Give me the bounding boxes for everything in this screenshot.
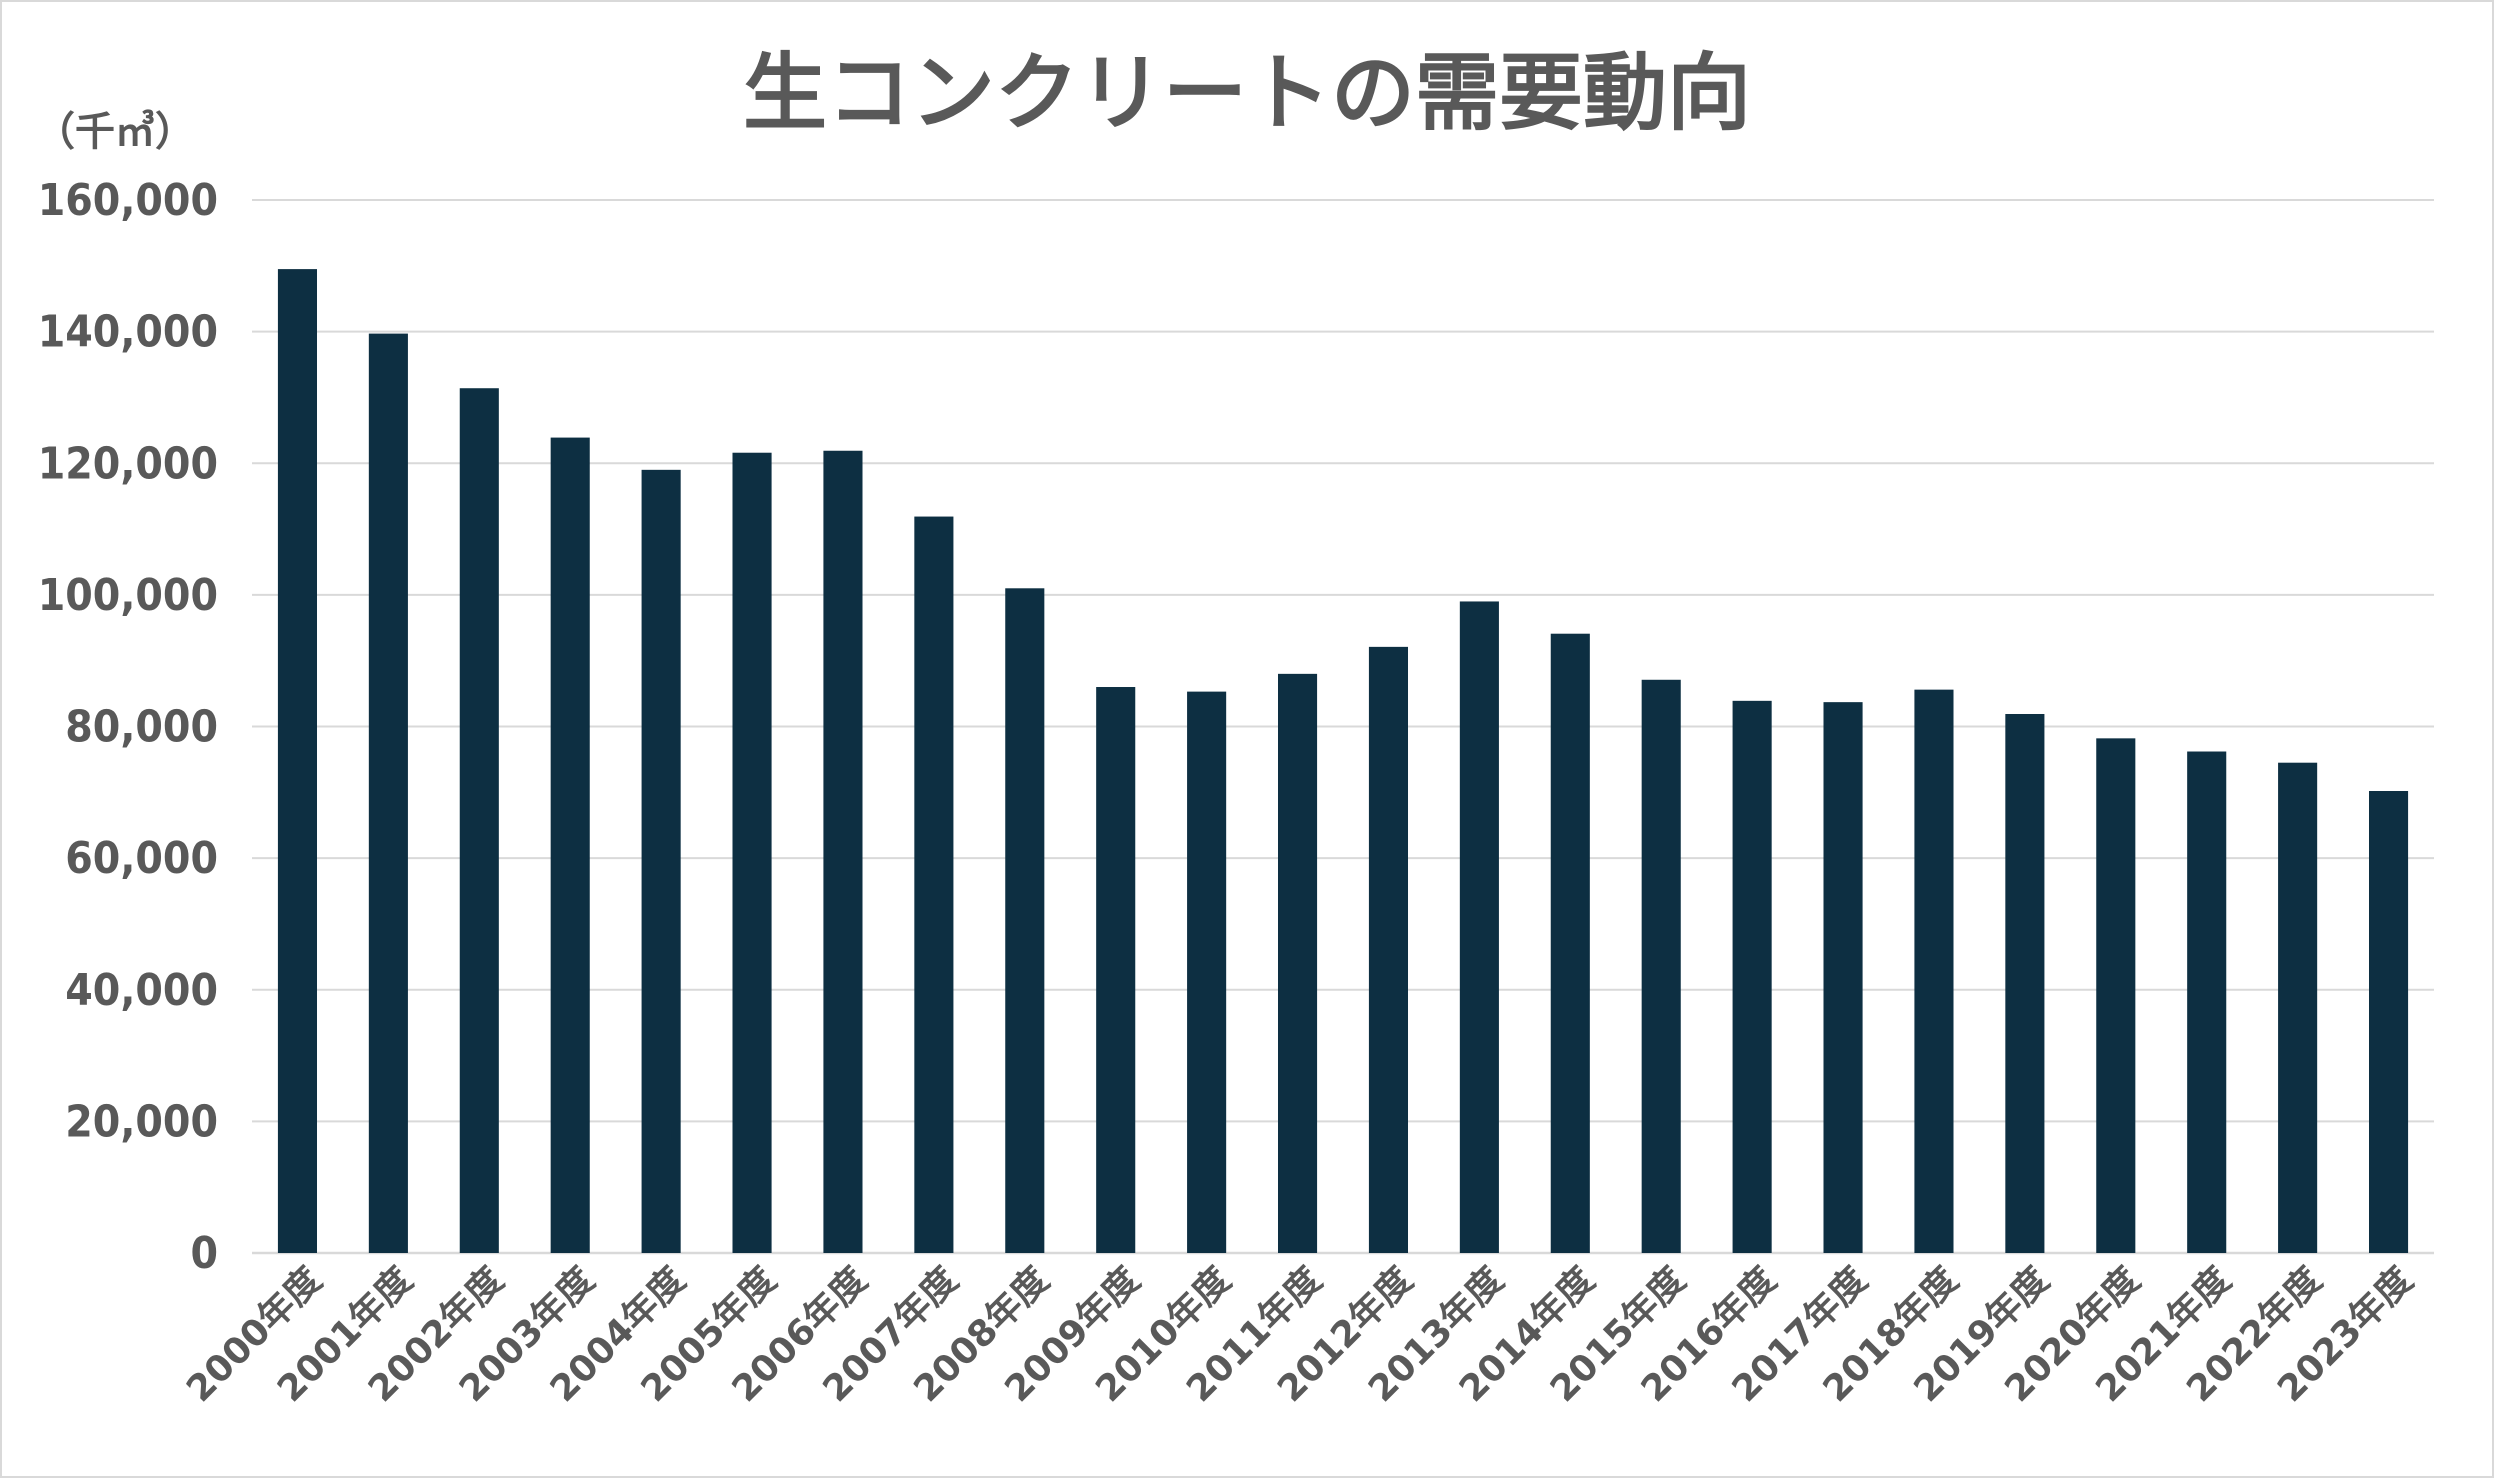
- bar: [1277, 673, 1318, 1253]
- bar: [277, 269, 318, 1253]
- y-tick-label: 140,000: [38, 307, 218, 358]
- bar: [732, 452, 772, 1254]
- bar: [914, 516, 954, 1253]
- bar: [1005, 588, 1045, 1253]
- y-tick-label: 120,000: [38, 438, 218, 489]
- y-tick-label: 40,000: [65, 965, 218, 1016]
- y-tick-label: 20,000: [65, 1096, 218, 1147]
- x-axis-ticks: 2000年度2001年度2002年度2003年度2004年度2005年度2006…: [179, 1259, 2421, 1410]
- bar: [368, 333, 408, 1253]
- y-tick-label: 0: [190, 1228, 218, 1279]
- y-tick-label: 100,000: [38, 570, 218, 621]
- y-axis-ticks: 0 20,000 40,000 60,000 80,000 100,000 120,000 1…: [38, 175, 218, 1279]
- y-axis-unit-label: （千㎥）: [35, 109, 195, 155]
- bar: [2187, 751, 2227, 1253]
- bar: [550, 437, 590, 1253]
- gridlines: [252, 199, 2434, 1255]
- y-tick-label: 160,000: [38, 175, 218, 226]
- y-tick-label: 60,000: [65, 833, 218, 884]
- y-tick-label: 80,000: [65, 702, 218, 753]
- bar: [2005, 713, 2045, 1253]
- bars: [277, 269, 2409, 1254]
- bar: [1550, 633, 1590, 1253]
- bar: [1096, 687, 1136, 1253]
- bar: [1459, 601, 1499, 1253]
- bar: [823, 450, 863, 1254]
- bar: [1641, 679, 1681, 1253]
- bar: [2368, 790, 2409, 1253]
- bar: [2278, 762, 2318, 1253]
- bar: [641, 469, 681, 1253]
- bar: [459, 388, 499, 1253]
- bar: [1368, 646, 1409, 1253]
- bar: [2096, 738, 2136, 1253]
- bar: [1187, 691, 1227, 1253]
- chart-title: 生コンクリートの需要動向: [743, 44, 1751, 142]
- bar: [1732, 700, 1772, 1253]
- bar: [1823, 702, 1863, 1253]
- bar: [1914, 689, 1954, 1253]
